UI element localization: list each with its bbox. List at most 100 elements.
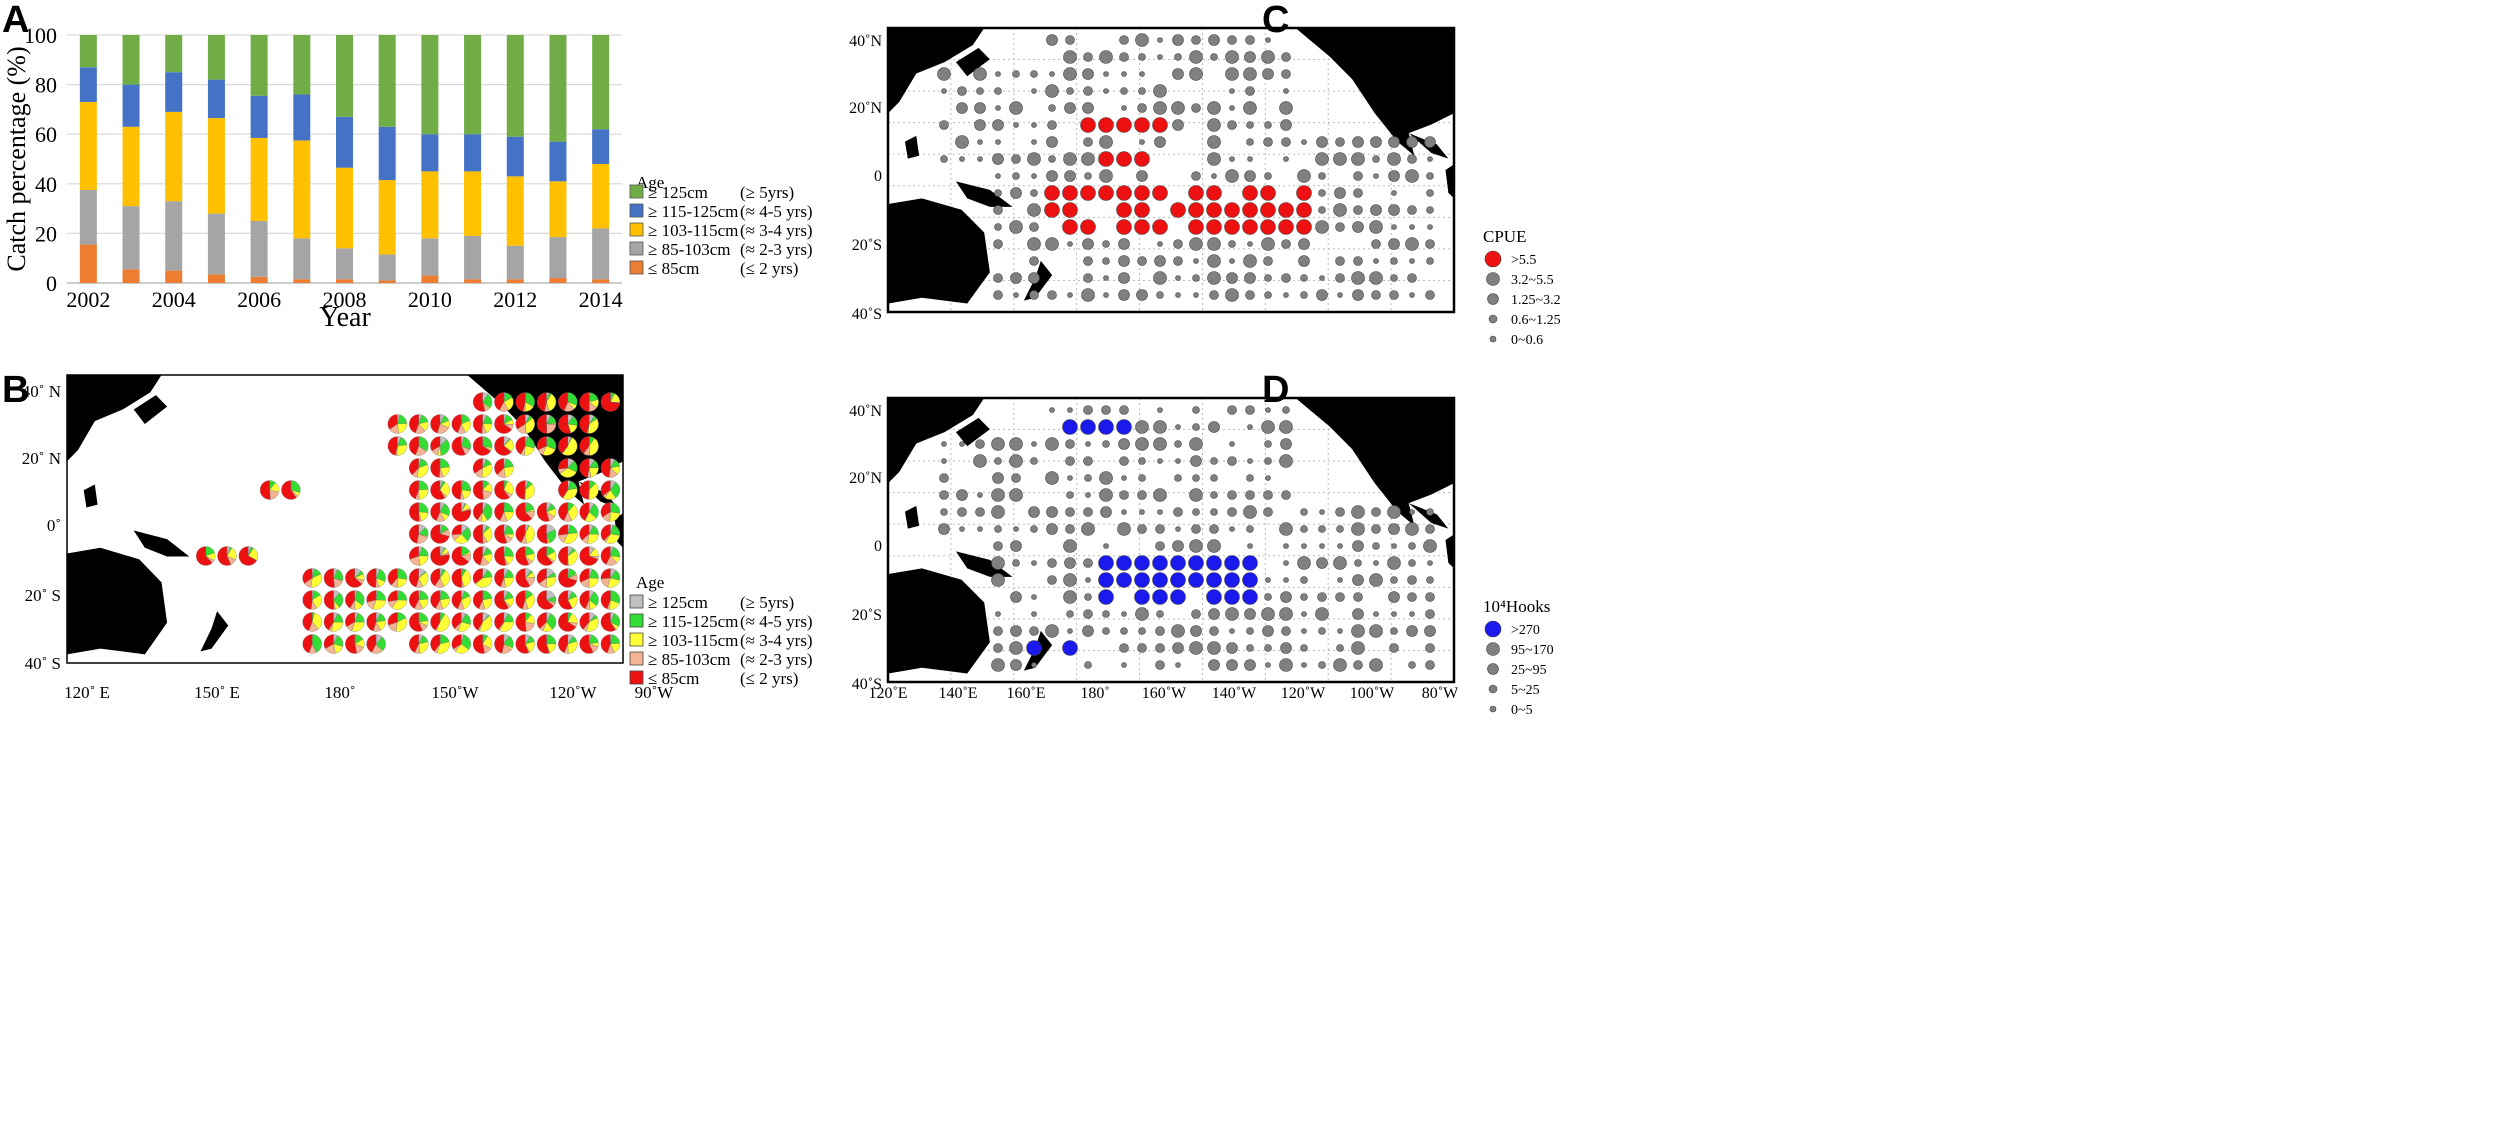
bubble — [1137, 524, 1147, 534]
bubble — [1388, 204, 1400, 216]
legend-swatch — [629, 594, 644, 609]
landmass-0 — [888, 398, 985, 484]
bubble — [1048, 104, 1056, 112]
pie-slice — [323, 590, 335, 610]
bubble — [1157, 37, 1163, 43]
pie-slice — [281, 480, 297, 500]
bubble — [1225, 288, 1239, 302]
bubble — [1408, 542, 1416, 550]
bubble-high — [1080, 419, 1096, 435]
bubble — [1371, 507, 1381, 517]
bar-segment-2014-s1 — [592, 228, 610, 280]
bar-segment-2009-s1 — [378, 254, 396, 281]
landmass-2 — [83, 484, 98, 508]
pie-slice — [586, 617, 599, 632]
bubble — [994, 87, 1002, 95]
bar-segment-2008-s1 — [336, 248, 353, 280]
bubble — [1067, 407, 1073, 413]
bubble — [1388, 591, 1400, 603]
bubble — [1118, 255, 1130, 267]
bubble — [1281, 626, 1291, 636]
bubble-high — [1278, 202, 1294, 218]
bubble — [1265, 407, 1271, 413]
bubble — [1189, 437, 1203, 451]
bubble — [1135, 33, 1149, 47]
bubble — [1066, 491, 1074, 499]
pie-slice — [515, 436, 526, 455]
bubble-high — [1062, 185, 1078, 201]
bubble — [1279, 658, 1293, 672]
bubble — [1261, 607, 1275, 621]
bubble — [1010, 272, 1022, 284]
pie-marker — [451, 612, 471, 632]
pie-slice — [461, 569, 471, 588]
bubble — [1102, 240, 1110, 248]
y-tick-label: 0 — [46, 271, 57, 296]
bar-segment-2013-s0 — [549, 278, 567, 283]
bubble — [1264, 457, 1272, 465]
bar-segment-2010-s1 — [421, 238, 439, 276]
pie-slice — [395, 617, 408, 632]
pie-marker — [409, 436, 429, 456]
landmass-4 — [888, 198, 990, 304]
bubble-high — [1152, 572, 1168, 588]
bubble — [1425, 524, 1435, 534]
bubble — [1029, 290, 1039, 300]
pie-slice — [600, 612, 616, 632]
pie-slice — [323, 568, 335, 588]
bubble — [993, 643, 1003, 653]
bubble-high — [1206, 202, 1222, 218]
legend-marker — [1484, 250, 1502, 268]
bubble-high — [1152, 589, 1168, 605]
bubble — [1190, 625, 1202, 637]
bubble — [1208, 421, 1220, 433]
legend-swatch — [629, 203, 644, 218]
bubble — [1243, 67, 1257, 81]
bubble — [1119, 52, 1129, 62]
bar-segment-2010-s3 — [421, 134, 439, 172]
pie-slice — [430, 590, 441, 609]
bubble — [1390, 576, 1398, 584]
bubble — [1013, 122, 1019, 128]
lon-label: 120˚W — [549, 683, 597, 702]
bubble — [1247, 156, 1253, 162]
bubble — [1333, 556, 1347, 570]
pie-slice — [562, 488, 578, 500]
bubble — [1387, 505, 1401, 519]
pie-marker — [600, 502, 620, 522]
pie-marker — [558, 502, 578, 522]
bubble — [1153, 101, 1167, 115]
bubble — [1227, 35, 1237, 45]
bar-segment-2010-s0 — [421, 275, 439, 283]
bubble — [1173, 507, 1183, 517]
bubble — [1175, 292, 1181, 298]
pie-marker — [302, 634, 322, 654]
bubble — [995, 105, 1001, 111]
lon-label: 80˚W — [1422, 685, 1459, 702]
bubble — [1192, 508, 1200, 516]
bubble — [1027, 152, 1041, 166]
pie-marker — [536, 524, 557, 544]
lat-label: 0 — [874, 168, 882, 185]
landmass-1 — [955, 417, 990, 447]
pie-marker — [515, 480, 535, 500]
legend-marker — [1484, 620, 1502, 638]
bubble — [1136, 170, 1148, 182]
bar-segment-2003-s0 — [122, 269, 140, 283]
pie-slice — [479, 615, 493, 632]
pie-slice — [451, 414, 462, 433]
pie-marker — [472, 568, 493, 588]
pie-marker — [600, 568, 621, 588]
bubble — [1246, 644, 1254, 652]
bubble — [1100, 506, 1112, 518]
bubble — [941, 88, 947, 94]
bubble — [1172, 540, 1184, 552]
bubble — [1175, 458, 1181, 464]
bubble — [1425, 290, 1435, 300]
bubble-high — [1080, 219, 1096, 235]
bubble — [1226, 642, 1238, 654]
pie-slice — [409, 436, 419, 456]
pie-marker — [302, 568, 322, 588]
pie-marker — [451, 568, 471, 588]
pie-slice — [525, 525, 535, 544]
